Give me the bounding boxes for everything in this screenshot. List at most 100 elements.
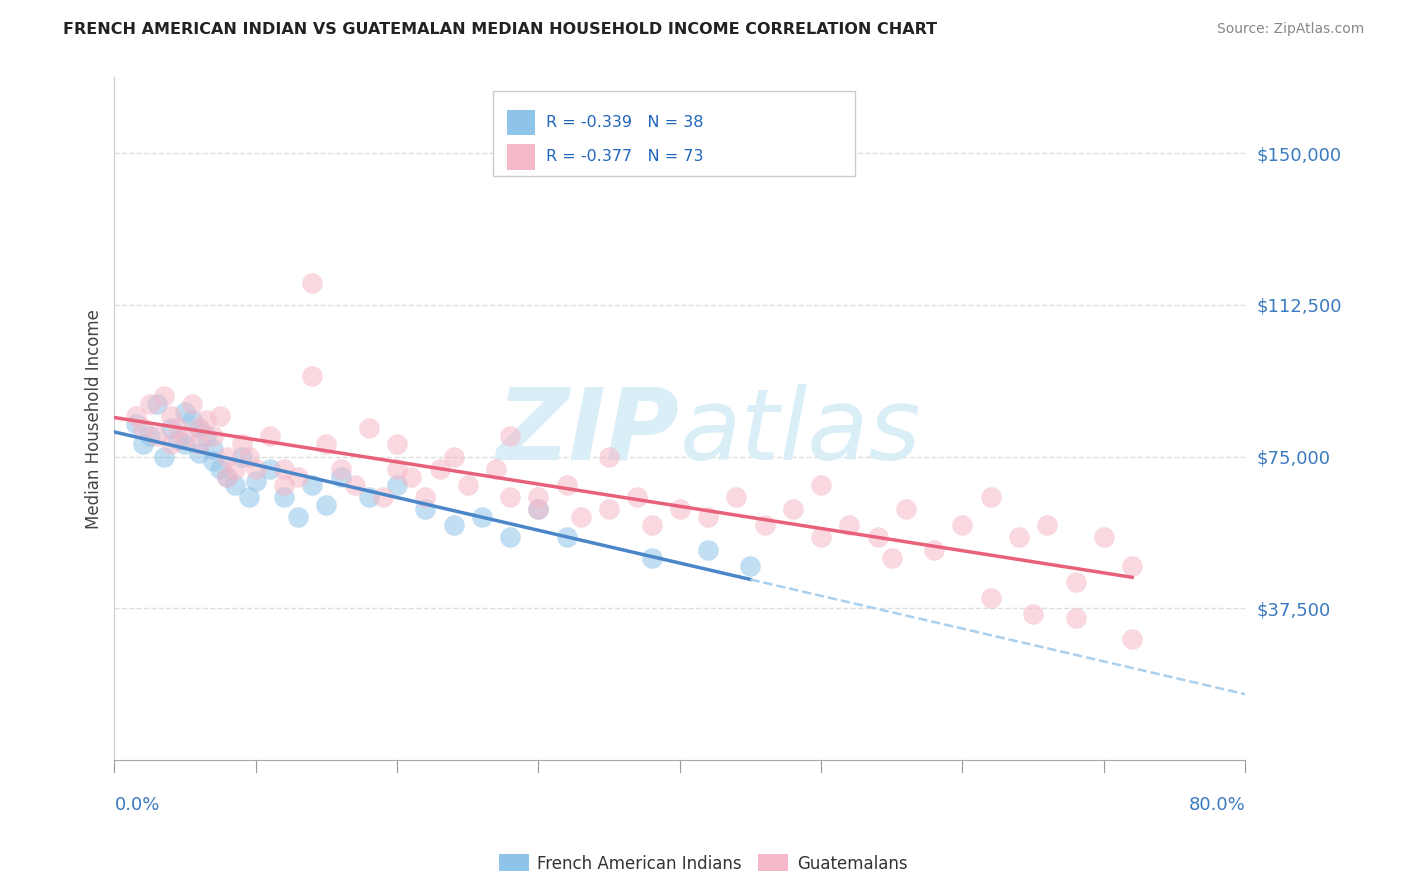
Point [195, 429, 218, 443]
Point [357, 490, 380, 504]
Point [238, 450, 260, 464]
Point [188, 421, 211, 435]
Point [139, 397, 162, 411]
Point [188, 445, 211, 459]
Point [443, 450, 465, 464]
Point [181, 413, 204, 427]
Point [329, 461, 352, 475]
Point [499, 531, 522, 545]
Point [224, 478, 246, 492]
Point [697, 542, 720, 557]
Point [188, 421, 211, 435]
Point [725, 490, 748, 504]
Point [527, 490, 550, 504]
Point [245, 474, 267, 488]
FancyBboxPatch shape [506, 144, 536, 169]
Point [1022, 607, 1045, 622]
Point [273, 461, 295, 475]
Point [866, 531, 889, 545]
Point [371, 490, 394, 504]
Point [527, 502, 550, 516]
Point [174, 437, 197, 451]
Text: atlas: atlas [679, 384, 921, 481]
Point [301, 478, 323, 492]
Point [740, 558, 762, 573]
Point [160, 409, 183, 424]
Point [555, 478, 578, 492]
Point [1064, 574, 1087, 589]
Point [146, 429, 169, 443]
Legend: French American Indians, Guatemalans: French American Indians, Guatemalans [492, 847, 914, 880]
Point [838, 518, 860, 533]
Point [231, 437, 253, 451]
Point [315, 437, 337, 451]
Point [124, 417, 146, 432]
Point [1121, 632, 1143, 646]
Point [131, 437, 153, 451]
Point [952, 518, 974, 533]
Point [273, 490, 295, 504]
Point [217, 470, 239, 484]
Point [527, 502, 550, 516]
Point [1008, 531, 1031, 545]
Point [202, 453, 225, 467]
Point [810, 531, 832, 545]
Point [1064, 611, 1087, 625]
Point [1092, 531, 1115, 545]
Text: R = -0.339   N = 38: R = -0.339 N = 38 [547, 115, 704, 130]
Point [245, 461, 267, 475]
Text: FRENCH AMERICAN INDIAN VS GUATEMALAN MEDIAN HOUSEHOLD INCOME CORRELATION CHART: FRENCH AMERICAN INDIAN VS GUATEMALAN MED… [63, 22, 938, 37]
Point [598, 450, 620, 464]
Point [315, 498, 337, 512]
Point [457, 478, 479, 492]
Point [259, 429, 281, 443]
Text: Source: ZipAtlas.com: Source: ZipAtlas.com [1216, 22, 1364, 37]
Point [980, 490, 1002, 504]
FancyBboxPatch shape [494, 91, 855, 177]
Point [146, 397, 169, 411]
Point [499, 490, 522, 504]
Point [640, 550, 662, 565]
Y-axis label: Median Household Income: Median Household Income [86, 309, 103, 529]
Point [188, 437, 211, 451]
Point [399, 470, 422, 484]
Point [1121, 558, 1143, 573]
Point [754, 518, 776, 533]
Point [415, 490, 437, 504]
Point [224, 461, 246, 475]
Point [385, 478, 408, 492]
Point [329, 470, 352, 484]
Point [415, 502, 437, 516]
Point [429, 461, 451, 475]
Point [301, 368, 323, 383]
Text: ZIP: ZIP [496, 384, 679, 481]
Point [153, 450, 176, 464]
Point [167, 421, 190, 435]
Point [569, 510, 592, 524]
Point [202, 442, 225, 456]
Point [174, 405, 197, 419]
Point [217, 450, 239, 464]
Point [357, 421, 380, 435]
Point [880, 550, 903, 565]
Point [782, 502, 804, 516]
Point [385, 461, 408, 475]
Point [697, 510, 720, 524]
Point [287, 510, 309, 524]
Point [922, 542, 945, 557]
Point [598, 502, 620, 516]
Point [273, 478, 295, 492]
Point [894, 502, 917, 516]
Point [174, 429, 197, 443]
Point [980, 591, 1002, 606]
Point [195, 413, 218, 427]
Point [160, 437, 183, 451]
Point [209, 461, 232, 475]
Point [160, 421, 183, 435]
Text: 80.0%: 80.0% [1188, 797, 1246, 814]
Point [1036, 518, 1059, 533]
Text: 0.0%: 0.0% [114, 797, 160, 814]
Point [668, 502, 690, 516]
Point [385, 437, 408, 451]
Point [202, 429, 225, 443]
